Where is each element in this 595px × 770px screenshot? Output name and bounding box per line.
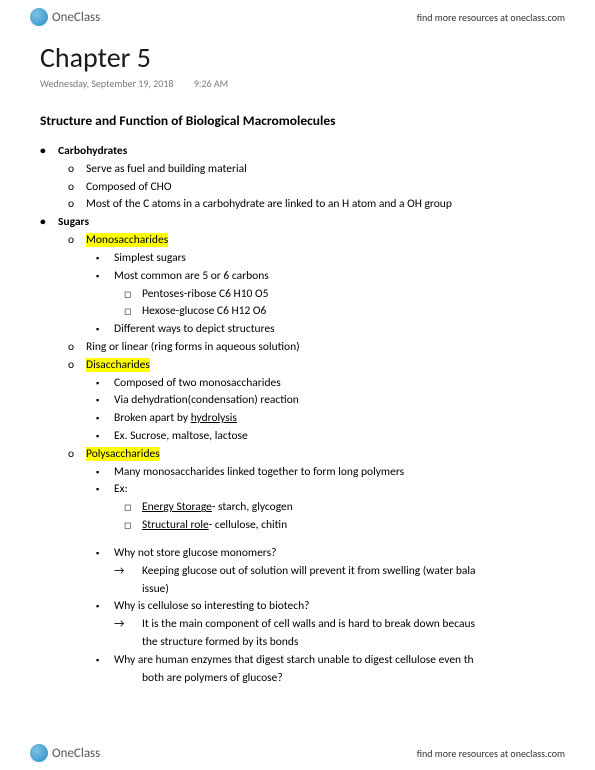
list-item: Why not store glucose monomers?: [40, 545, 555, 563]
list-item: Most of the C atoms in a carbohydrate ar…: [40, 196, 555, 214]
list-item: Serve as fuel and building material: [40, 161, 555, 179]
arrow-line: both are polymers of glucose?: [40, 670, 555, 688]
list-item: Why are human enzymes that digest starch…: [40, 652, 555, 670]
underline: Energy Storage: [142, 500, 212, 514]
list-item: Sugars: [40, 214, 555, 232]
arrow-icon: →: [114, 563, 142, 581]
list-item: Structural role- cellulose, chitin: [40, 517, 555, 535]
list-item: Energy Storage- starch, glycogen: [40, 499, 555, 517]
list-item: Pentoses-ribose C6 H10 O5: [40, 286, 555, 304]
list-item: Via dehydration(condensation) reaction: [40, 392, 555, 410]
document-content: Chapter 5 Wednesday, September 19, 2018 …: [0, 30, 595, 687]
text: Broken apart by: [114, 411, 191, 425]
logo-text: OneClass: [52, 746, 100, 761]
list-item: Composed of CHO: [40, 179, 555, 197]
logo: OneClass: [30, 744, 100, 762]
list-item: Why is cellulose so interesting to biote…: [40, 598, 555, 616]
spacer: [114, 670, 142, 688]
list-item: Disaccharides: [40, 357, 555, 375]
text: - cellulose, chitin: [209, 518, 287, 532]
find-more-link[interactable]: find more resources at oneclass.com: [417, 11, 565, 24]
arrow-line: the structure formed by its bonds: [40, 634, 555, 652]
list-item: Carbohydrates: [40, 143, 555, 161]
spacer: [40, 535, 555, 545]
underline: Structural role: [142, 518, 209, 532]
logo-icon: [30, 744, 48, 762]
list-item: Monosaccharides: [40, 232, 555, 250]
list-item: Many monosaccharides linked together to …: [40, 464, 555, 482]
text: the structure formed by its bonds: [142, 634, 555, 652]
highlight: Polysaccharides: [86, 447, 160, 461]
list-item: Hexose-glucose C6 H12 O6: [40, 303, 555, 321]
spacer: [114, 581, 142, 599]
footer-bar: OneClass find more resources at oneclass…: [0, 740, 595, 770]
text: It is the main component of cell walls a…: [142, 616, 555, 634]
logo: OneClass: [30, 8, 100, 26]
list-item: Different ways to depict structures: [40, 321, 555, 339]
text: issue): [142, 581, 555, 599]
list-item: Ring or linear (ring forms in aqueous so…: [40, 339, 555, 357]
underline: hydrolysis: [191, 411, 237, 425]
list-item: Ex:: [40, 481, 555, 499]
section-heading: Structure and Function of Biological Mac…: [40, 112, 555, 129]
spacer: [114, 634, 142, 652]
header-bar: OneClass find more resources at oneclass…: [0, 0, 595, 30]
date-text: Wednesday, September 19, 2018: [40, 77, 173, 90]
highlight: Disaccharides: [86, 358, 150, 372]
arrow-line: →Keeping glucose out of solution will pr…: [40, 563, 555, 581]
text: both are polymers of glucose?: [142, 670, 555, 688]
list-item: Simplest sugars: [40, 250, 555, 268]
find-more-link[interactable]: find more resources at oneclass.com: [417, 747, 565, 760]
arrow-icon: →: [114, 616, 142, 634]
arrow-line: issue): [40, 581, 555, 599]
arrow-line: →It is the main component of cell walls …: [40, 616, 555, 634]
list-item: Polysaccharides: [40, 446, 555, 464]
logo-text: OneClass: [52, 10, 100, 25]
text: - starch, glycogen: [212, 500, 293, 514]
list-item: Composed of two monosaccharides: [40, 375, 555, 393]
list-item: Ex. Sucrose, maltose, lactose: [40, 428, 555, 446]
highlight: Monosaccharides: [86, 233, 168, 247]
list-item: Most common are 5 or 6 carbons: [40, 268, 555, 286]
page-title: Chapter 5: [40, 40, 555, 75]
time-text: 9:26 AM: [194, 77, 228, 90]
text: Keeping glucose out of solution will pre…: [142, 563, 555, 581]
notes-body: Carbohydrates Serve as fuel and building…: [40, 143, 555, 687]
list-item: Broken apart by hydrolysis: [40, 410, 555, 428]
logo-icon: [30, 8, 48, 26]
date-line: Wednesday, September 19, 2018 9:26 AM: [40, 77, 555, 90]
